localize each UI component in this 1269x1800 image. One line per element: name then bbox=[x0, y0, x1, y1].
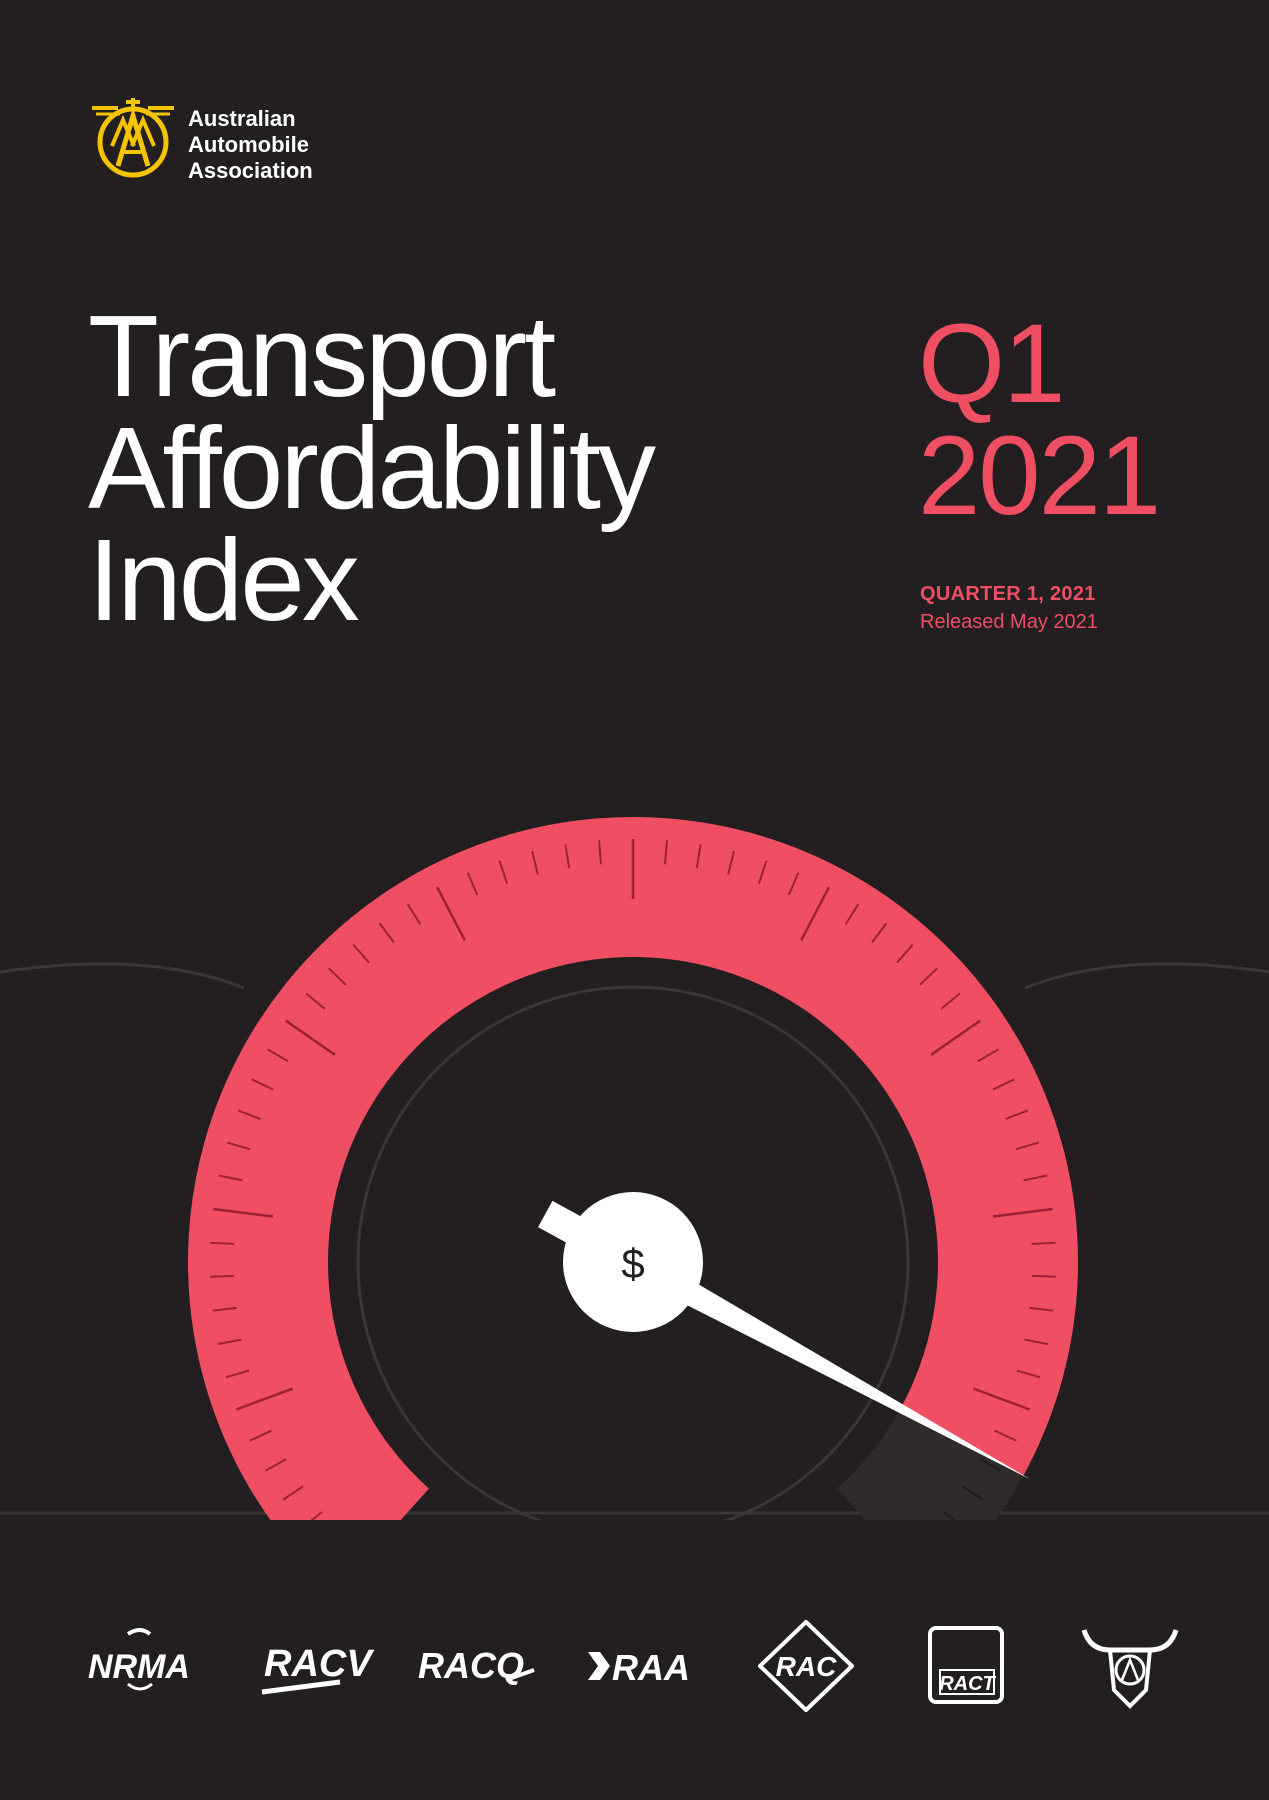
partner-name: RAC bbox=[776, 1651, 837, 1682]
minor-tick bbox=[727, 850, 735, 875]
minor-tick bbox=[328, 967, 347, 986]
minor-tick bbox=[249, 1429, 272, 1442]
partner-logos: NRMA RACV RACQ RAA RAC RACT bbox=[88, 1620, 1179, 1712]
minor-tick bbox=[212, 1306, 237, 1312]
gauge-filled-band bbox=[188, 817, 1078, 1520]
release-date: Released May 2021 bbox=[920, 611, 1098, 633]
minor-tick bbox=[266, 1048, 289, 1063]
minor-tick bbox=[979, 1458, 1002, 1472]
minor-tick bbox=[210, 1241, 235, 1245]
major-tick bbox=[800, 886, 831, 941]
minor-tick bbox=[896, 944, 914, 964]
minor-tick bbox=[406, 903, 422, 925]
raa-logo: RAA bbox=[588, 1647, 690, 1688]
edition-info: QUARTER 1, 2021 Released May 2021 bbox=[920, 580, 1098, 636]
racv-logo: RACV bbox=[261, 1643, 374, 1695]
minor-tick bbox=[1029, 1306, 1054, 1312]
left-dial-outline bbox=[0, 962, 245, 990]
partner-name: RACT bbox=[939, 1673, 996, 1695]
minor-tick bbox=[1031, 1241, 1056, 1245]
quarter-line: Q1 bbox=[918, 301, 1065, 426]
minor-tick bbox=[598, 840, 602, 865]
major-tick bbox=[435, 886, 466, 941]
minor-tick bbox=[305, 992, 326, 1010]
quarter-label: QUARTER 1, 2021 bbox=[920, 583, 1096, 605]
minor-tick bbox=[531, 850, 539, 875]
minor-tick bbox=[695, 844, 702, 869]
minor-tick bbox=[919, 967, 938, 986]
minor-tick bbox=[251, 1078, 274, 1091]
minor-tick bbox=[994, 1429, 1017, 1442]
rac-logo: RAC bbox=[758, 1620, 854, 1712]
minor-tick bbox=[943, 1511, 956, 1520]
gauge-hub bbox=[563, 1192, 703, 1332]
minor-tick bbox=[757, 860, 768, 884]
organisation-name: Australian Automobile Association bbox=[188, 106, 313, 184]
minor-tick bbox=[977, 1048, 1000, 1063]
aant-bull-logo-icon bbox=[1081, 1629, 1179, 1709]
speedometer-gauge: $ bbox=[0, 817, 1269, 1520]
minor-tick bbox=[787, 872, 800, 896]
title-line: Affordability bbox=[88, 403, 656, 533]
title-line: Transport bbox=[88, 291, 556, 421]
major-tick bbox=[972, 1387, 1030, 1411]
major-tick bbox=[992, 1207, 1053, 1218]
minor-tick bbox=[564, 844, 571, 869]
minor-tick bbox=[237, 1109, 261, 1120]
edition-quarter: Q1 2021 bbox=[918, 301, 1161, 538]
inner-ring bbox=[356, 985, 910, 1520]
minor-tick bbox=[210, 1274, 235, 1278]
minor-tick bbox=[282, 1485, 304, 1501]
minor-tick bbox=[498, 860, 509, 884]
needle-pointer bbox=[626, 1249, 1031, 1480]
partner-name: RACV bbox=[264, 1643, 374, 1685]
partner-name: RAA bbox=[612, 1647, 690, 1688]
organisation-name-line: Australian bbox=[188, 106, 296, 131]
minor-tick bbox=[664, 840, 668, 865]
minor-tick bbox=[218, 1174, 243, 1182]
minor-tick bbox=[992, 1078, 1015, 1091]
minor-tick bbox=[264, 1458, 287, 1472]
major-tick bbox=[213, 1207, 274, 1218]
dollar-icon: $ bbox=[621, 1240, 644, 1287]
minor-tick bbox=[1023, 1174, 1048, 1182]
year-line: 2021 bbox=[918, 413, 1161, 538]
minor-tick bbox=[871, 922, 888, 944]
minor-tick bbox=[962, 1485, 984, 1501]
title-line: Index bbox=[88, 515, 360, 645]
minor-tick bbox=[1015, 1141, 1040, 1151]
partner-name: NRMA bbox=[88, 1648, 190, 1686]
major-tick bbox=[930, 1019, 982, 1056]
aaa-logo: Australian Automobile Association bbox=[90, 90, 350, 200]
racq-logo: RACQ bbox=[418, 1645, 535, 1686]
nrma-logo: NRMA bbox=[88, 1628, 190, 1691]
organisation-name-line: Automobile bbox=[188, 132, 309, 157]
gauge-dial bbox=[188, 817, 1078, 1520]
minor-tick bbox=[466, 872, 479, 896]
report-title: Transport Affordability Index bbox=[88, 291, 656, 645]
organisation-name-line: Association bbox=[188, 158, 313, 183]
minor-tick bbox=[226, 1141, 251, 1151]
minor-tick bbox=[1031, 1274, 1056, 1278]
minor-tick bbox=[940, 992, 961, 1010]
minor-tick bbox=[378, 922, 395, 944]
minor-tick bbox=[225, 1369, 250, 1379]
minor-tick bbox=[1016, 1369, 1041, 1379]
minor-tick bbox=[352, 944, 370, 964]
minor-tick bbox=[310, 1511, 323, 1520]
ract-logo: RACT bbox=[928, 1626, 1004, 1704]
gauge-remaining-band bbox=[837, 1408, 1024, 1520]
minor-tick bbox=[1024, 1338, 1049, 1346]
minor-tick bbox=[1005, 1109, 1029, 1120]
minor-tick bbox=[844, 903, 860, 925]
minor-tick bbox=[217, 1338, 242, 1346]
aaa-emblem-icon bbox=[92, 98, 174, 178]
major-tick bbox=[284, 1019, 336, 1056]
right-dial-outline bbox=[1024, 962, 1269, 990]
major-tick bbox=[236, 1387, 294, 1411]
